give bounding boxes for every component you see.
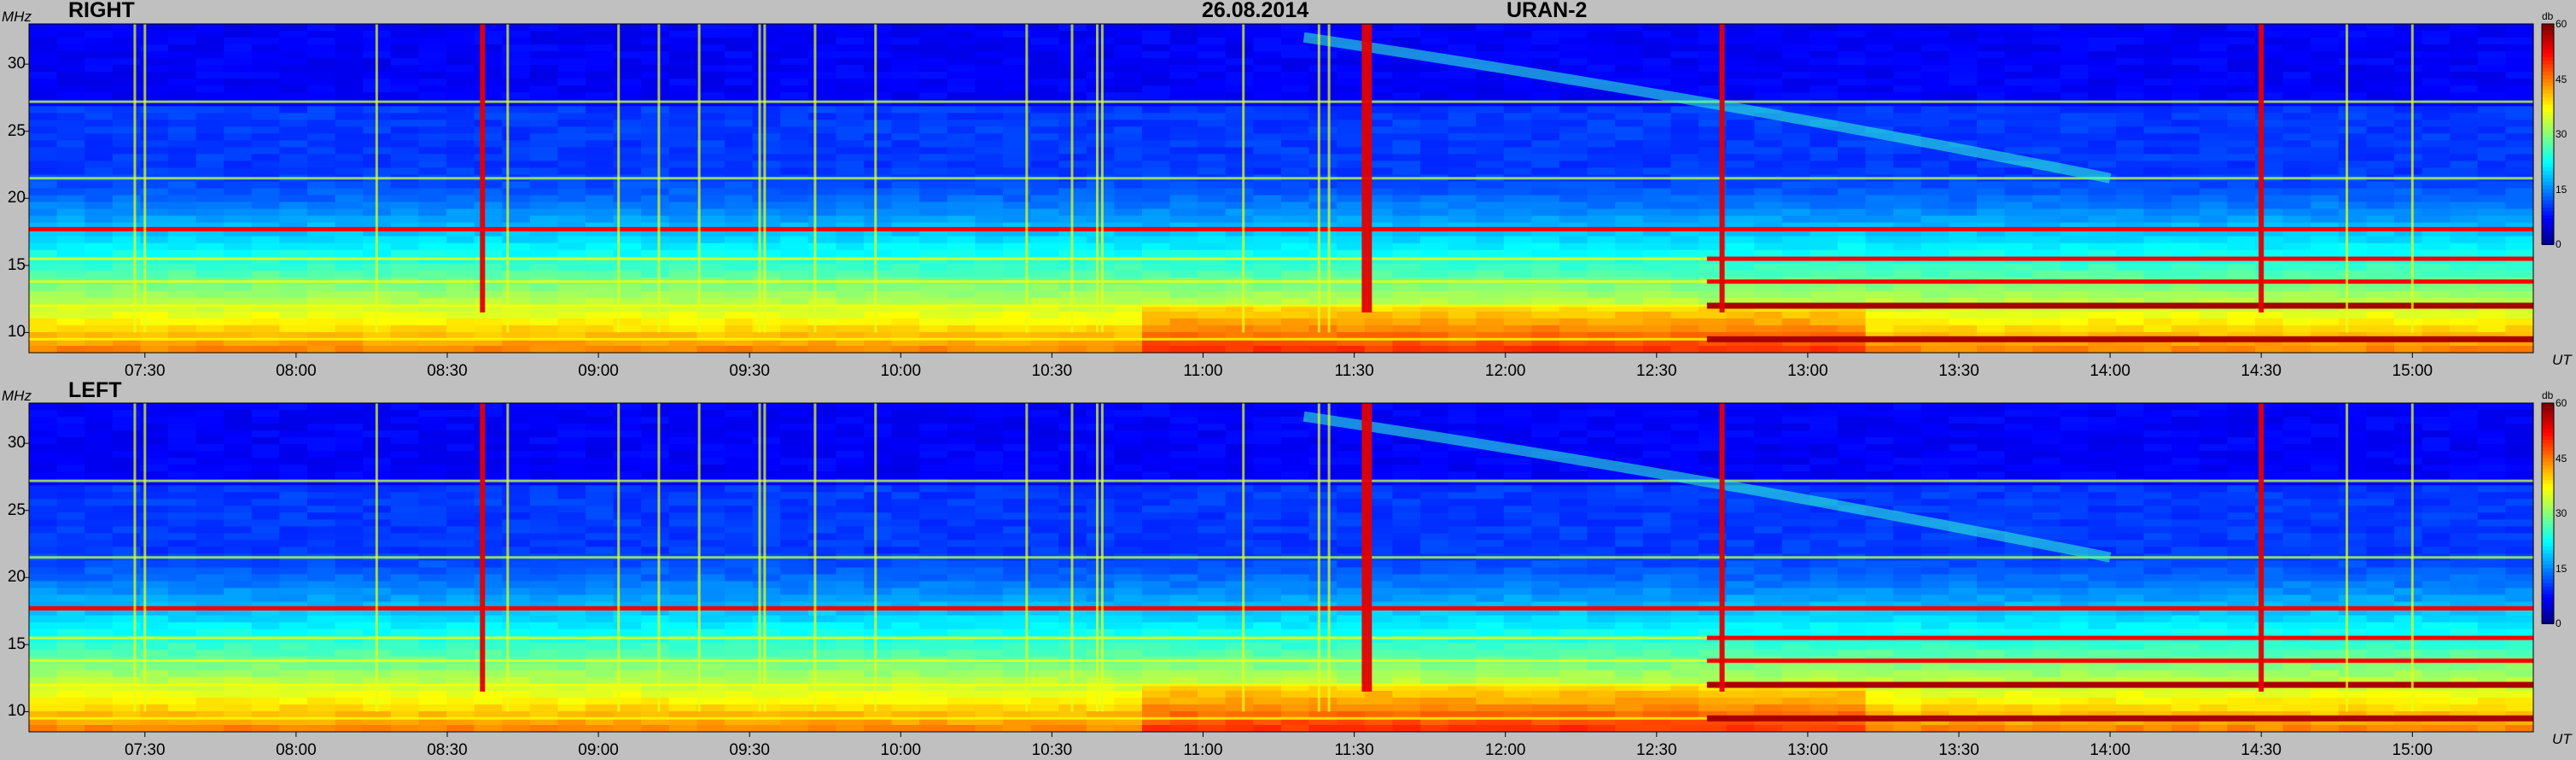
colorbar-tick-label: 0 <box>2556 238 2561 250</box>
x-tick-label: 10:30 <box>1032 741 1073 760</box>
x-tick-label: 10:30 <box>1032 362 1073 381</box>
colorbar-1 <box>2542 403 2554 624</box>
y-tick-label: 10 <box>0 323 26 342</box>
colorbar-tick-label: 0 <box>2556 617 2561 629</box>
colorbar-tick-label: 45 <box>2556 453 2567 465</box>
y-tick-label: 20 <box>0 189 26 208</box>
y-tick-label: 25 <box>0 501 26 520</box>
x-tick-label: 09:30 <box>729 362 770 381</box>
y-tick-label: 30 <box>0 55 26 73</box>
x-tick-label: 13:30 <box>1938 362 1979 381</box>
y-tick-label: 15 <box>0 256 26 275</box>
x-tick-label: 12:30 <box>1636 362 1677 381</box>
x-tick-label: 11:30 <box>1335 741 1374 760</box>
x-tick-label: 11:30 <box>1335 362 1374 381</box>
x-tick-label: 10:00 <box>881 741 922 760</box>
x-tick-label: 07:30 <box>125 741 166 760</box>
x-tick-label: 13:30 <box>1938 741 1979 760</box>
x-tick-label: 15:00 <box>2392 362 2433 381</box>
colorbar-tick-label: 60 <box>2556 397 2567 409</box>
x-tick-label: 14:30 <box>2241 362 2282 381</box>
x-tick-label: 11:00 <box>1183 741 1222 760</box>
x-tick-label: 14:00 <box>2089 741 2130 760</box>
x-tick-label: 08:30 <box>427 362 468 381</box>
x-tick-label: 08:30 <box>427 741 468 760</box>
colorbar-tick-label: 45 <box>2556 73 2567 85</box>
x-tick-label: 12:30 <box>1636 741 1677 760</box>
y-tick-label: 15 <box>0 635 26 654</box>
x-tick-label: 08:00 <box>276 362 317 381</box>
x-tick-label: 14:00 <box>2089 362 2130 381</box>
x-tick-label: 14:30 <box>2241 741 2282 760</box>
colorbar-tick-label: 60 <box>2556 18 2567 30</box>
x-tick-label: 08:00 <box>276 741 317 760</box>
colorbar-tick-label: 15 <box>2556 563 2567 575</box>
x-tick-label: 13:00 <box>1787 362 1828 381</box>
colorbar-tick-label: 15 <box>2556 184 2567 196</box>
y-tick-label: 20 <box>0 568 26 587</box>
colorbar-tick-label: 30 <box>2556 507 2567 519</box>
x-tick-label: 09:00 <box>578 362 619 381</box>
x-tick-label: 09:00 <box>578 741 619 760</box>
x-tick-label: 10:00 <box>881 362 922 381</box>
colorbar-tick-label: 30 <box>2556 128 2567 140</box>
y-tick-label: 30 <box>0 434 26 453</box>
x-tick-label: 11:00 <box>1183 362 1222 381</box>
spectrogram-image-1 <box>29 403 2534 733</box>
x-tick-label: 12:00 <box>1485 362 1526 381</box>
x-tick-label: 09:30 <box>729 741 770 760</box>
y-tick-label: 25 <box>0 122 26 141</box>
x-tick-label: 15:00 <box>2392 741 2433 760</box>
y-tick-label: 10 <box>0 702 26 721</box>
x-tick-label: 12:00 <box>1485 741 1526 760</box>
x-tick-label: 07:30 <box>125 362 166 381</box>
x-tick-label: 13:00 <box>1787 741 1828 760</box>
